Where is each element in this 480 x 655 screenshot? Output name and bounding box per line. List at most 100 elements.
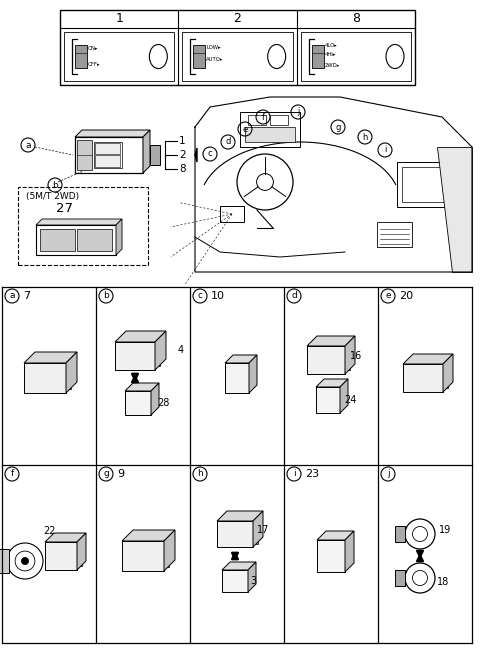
Bar — [402, 167, 457, 202]
Bar — [321, 394, 335, 406]
Polygon shape — [122, 541, 164, 571]
Text: j: j — [297, 107, 299, 117]
Text: f: f — [262, 113, 264, 121]
Polygon shape — [77, 546, 82, 552]
Polygon shape — [248, 562, 256, 592]
Polygon shape — [77, 560, 82, 566]
Polygon shape — [66, 383, 71, 388]
Polygon shape — [155, 346, 160, 352]
Text: 1: 1 — [179, 136, 186, 146]
Text: 28: 28 — [157, 398, 169, 408]
Text: e: e — [242, 124, 248, 134]
Polygon shape — [253, 538, 258, 544]
Bar — [75, 137, 143, 173]
Bar — [18, 187, 148, 265]
Text: LOW▸: LOW▸ — [206, 45, 221, 50]
Polygon shape — [340, 379, 348, 413]
Polygon shape — [225, 355, 257, 363]
Text: 2: 2 — [234, 12, 241, 26]
Polygon shape — [403, 364, 443, 392]
Polygon shape — [164, 561, 169, 567]
Polygon shape — [77, 533, 86, 570]
Polygon shape — [403, 354, 453, 364]
Polygon shape — [222, 570, 248, 592]
Text: 17: 17 — [257, 525, 269, 535]
Text: 8: 8 — [179, 164, 186, 174]
Text: h: h — [197, 470, 203, 479]
Bar — [395, 526, 405, 542]
Polygon shape — [217, 521, 253, 547]
Text: h: h — [362, 132, 368, 141]
Polygon shape — [164, 546, 169, 552]
Text: 10: 10 — [211, 291, 225, 301]
Text: 3: 3 — [250, 576, 256, 586]
Text: a: a — [9, 291, 15, 301]
Polygon shape — [116, 219, 122, 255]
Text: OFF▸: OFF▸ — [88, 62, 101, 67]
Bar — [40, 229, 75, 251]
Bar — [64, 32, 174, 81]
Polygon shape — [66, 352, 77, 393]
Polygon shape — [115, 342, 155, 370]
Text: 22: 22 — [43, 526, 55, 536]
Polygon shape — [151, 383, 159, 415]
Bar — [225, 527, 245, 540]
Bar — [94, 142, 122, 168]
Bar — [124, 349, 146, 363]
Polygon shape — [443, 382, 448, 388]
Polygon shape — [225, 363, 249, 393]
Polygon shape — [316, 379, 348, 387]
Text: f: f — [11, 470, 13, 479]
Circle shape — [22, 557, 29, 565]
Text: i: i — [384, 145, 386, 155]
Text: 7: 7 — [23, 291, 30, 301]
Bar — [227, 576, 243, 586]
Text: g: g — [336, 122, 341, 132]
Text: d: d — [291, 291, 297, 301]
Text: b: b — [52, 181, 58, 189]
Bar — [412, 371, 434, 385]
Polygon shape — [45, 533, 86, 542]
Polygon shape — [253, 525, 258, 531]
Text: 24: 24 — [344, 395, 356, 405]
Text: 23: 23 — [305, 469, 319, 479]
Bar — [60, 10, 415, 85]
Bar — [36, 225, 116, 255]
Polygon shape — [222, 562, 256, 570]
Polygon shape — [249, 355, 257, 393]
Polygon shape — [307, 346, 345, 374]
Bar — [270, 115, 288, 125]
Bar — [377, 222, 412, 247]
Text: AUTO▸: AUTO▸ — [206, 57, 224, 62]
Polygon shape — [45, 542, 77, 570]
Polygon shape — [66, 367, 71, 373]
Bar — [193, 45, 205, 67]
Bar — [312, 45, 324, 67]
Polygon shape — [307, 336, 355, 346]
Bar — [77, 140, 92, 170]
Bar — [95, 143, 120, 154]
Bar — [150, 145, 160, 165]
Polygon shape — [155, 331, 166, 370]
Bar — [95, 155, 120, 167]
Bar — [248, 115, 266, 125]
Text: d: d — [225, 138, 231, 147]
Text: 27: 27 — [56, 202, 73, 215]
Bar — [220, 206, 244, 222]
Bar — [75, 45, 87, 67]
Bar — [397, 162, 462, 207]
Text: 4HI▸: 4HI▸ — [324, 52, 336, 57]
Bar — [240, 112, 300, 147]
Polygon shape — [155, 360, 160, 366]
Polygon shape — [317, 531, 354, 540]
Polygon shape — [122, 530, 175, 541]
Text: 20: 20 — [399, 291, 413, 301]
Bar — [245, 127, 295, 142]
Bar — [52, 549, 70, 563]
Polygon shape — [443, 354, 453, 392]
Polygon shape — [24, 352, 77, 363]
Bar — [182, 32, 293, 81]
Text: c: c — [197, 291, 203, 301]
Text: (5M/T 2WD): (5M/T 2WD) — [26, 191, 79, 200]
Text: g: g — [103, 470, 109, 479]
